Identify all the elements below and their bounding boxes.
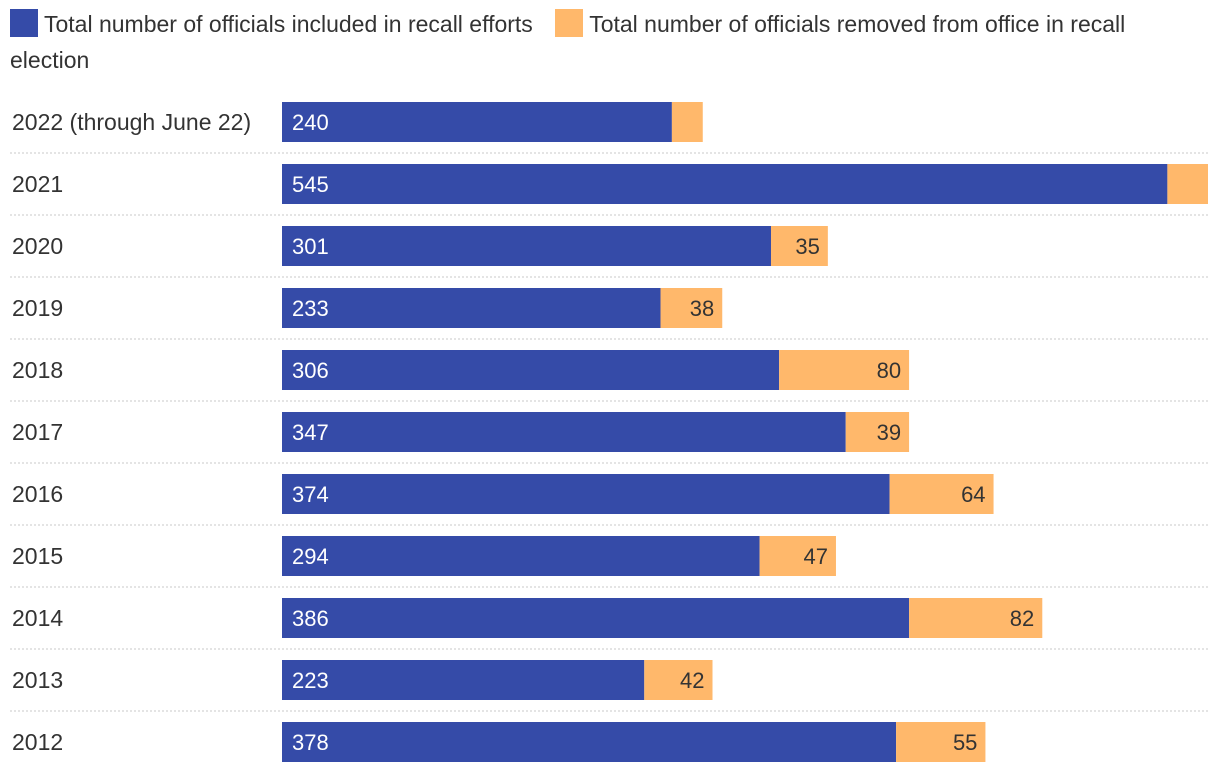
bar-removed-from-office-2012 [896,722,986,762]
legend-item-removed-from-office: Total number of officials removed from o… [10,9,1126,73]
legend: Total number of officials included in re… [10,6,1210,78]
value-label-recall-efforts-2022: 240 [292,110,329,135]
value-label-recall-efforts-2016: 374 [292,482,329,507]
bar-removed-from-office-2020 [770,226,828,266]
category-label-2013: 2013 [12,667,63,693]
value-label-recall-efforts-2015: 294 [292,544,329,569]
category-label-2021: 2021 [12,171,63,197]
bar-removed-from-office-2021 [1167,164,1208,204]
category-label-2018: 2018 [12,357,63,383]
value-label-recall-efforts-2020: 301 [292,234,329,259]
bar-recall-efforts-2015 [282,536,760,576]
bar-removed-from-office-2018 [779,350,910,390]
value-label-recall-efforts-2018: 306 [292,358,329,383]
bar-recall-efforts-2017 [282,412,846,452]
bar-recall-efforts-2014 [282,598,910,638]
bar-removed-from-office-2017 [845,412,910,452]
legend-item-recall-efforts: Total number of officials included in re… [10,9,539,37]
bar-removed-from-office-2014 [909,598,1043,638]
bar-recall-efforts-2022 [282,102,672,142]
bar-recall-efforts-2012 [282,722,897,762]
bar-removed-from-office-2019 [660,288,723,328]
value-label-removed-from-office-2012: 55 [953,730,977,755]
value-label-recall-efforts-2021: 545 [292,172,329,197]
bar-recall-efforts-2013 [282,660,645,700]
value-label-recall-efforts-2012: 378 [292,730,329,755]
category-label-2019: 2019 [12,295,63,321]
bar-removed-from-office-2022 [671,102,703,142]
value-label-recall-efforts-2019: 233 [292,296,329,321]
legend-swatch-recall-efforts [10,9,38,37]
bar-recall-efforts-2021 [282,164,1168,204]
legend-swatch-removed-from-office [555,9,584,37]
bar-recall-efforts-2019 [282,288,661,328]
value-label-removed-from-office-2016: 64 [961,482,985,507]
category-label-2016: 2016 [12,481,63,507]
value-label-removed-from-office-2013: 42 [680,668,704,693]
value-label-removed-from-office-2017: 39 [877,420,901,445]
bar-removed-from-office-2016 [889,474,994,514]
bar-removed-from-office-2015 [759,536,836,576]
bar-recall-efforts-2020 [282,226,771,266]
value-label-removed-from-office-2020: 35 [795,234,819,259]
value-label-removed-from-office-2014: 82 [1010,606,1034,631]
category-label-2017: 2017 [12,419,63,445]
bar-recall-efforts-2016 [282,474,890,514]
category-label-2020: 2020 [12,233,63,259]
value-label-recall-efforts-2014: 386 [292,606,329,631]
value-label-removed-from-office-2018: 80 [877,358,901,383]
bar-recall-efforts-2018 [282,350,780,390]
legend-label-recall-efforts: Total number of officials included in re… [44,11,533,37]
value-label-removed-from-office-2015: 47 [803,544,827,569]
value-label-removed-from-office-2019: 38 [690,296,714,321]
value-label-recall-efforts-2013: 223 [292,668,329,693]
category-label-2015: 2015 [12,543,63,569]
category-label-2022: 2022 (through June 22) [12,109,251,135]
category-label-2012: 2012 [12,729,63,755]
value-label-recall-efforts-2017: 347 [292,420,329,445]
legend-label-removed-from-office: Total number of officials removed from o… [10,11,1126,73]
bar-removed-from-office-2013 [644,660,713,700]
category-label-2014: 2014 [12,605,63,631]
